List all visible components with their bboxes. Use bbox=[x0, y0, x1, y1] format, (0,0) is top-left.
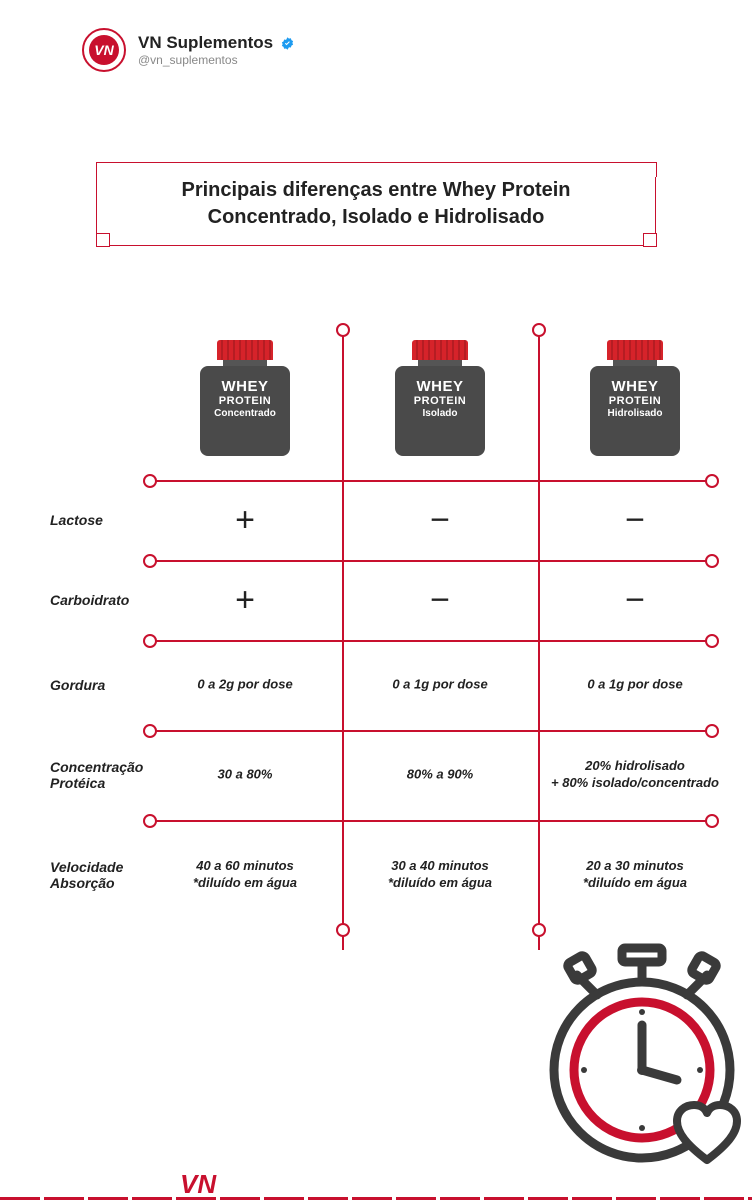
profile-handle[interactable]: @vn_suplementos bbox=[138, 53, 295, 67]
profile-name[interactable]: VN Suplementos bbox=[138, 33, 295, 53]
grid-dot bbox=[705, 724, 719, 738]
grid-hline bbox=[150, 730, 712, 732]
cell: 0 a 1g por dose bbox=[350, 677, 530, 694]
row-label: VelocidadeAbsorção bbox=[50, 859, 170, 891]
cell: 80% a 90% bbox=[350, 767, 530, 784]
bottle-line2: PROTEIN bbox=[200, 395, 290, 407]
profile-name-text: VN Suplementos bbox=[138, 33, 273, 52]
footer-logo: VN bbox=[180, 1169, 216, 1200]
cell: 40 a 60 minutos*diluído em água bbox=[155, 858, 335, 892]
grid-dot bbox=[705, 554, 719, 568]
cell: 30 a 40 minutos*diluído em água bbox=[350, 858, 530, 892]
grid-dot bbox=[705, 634, 719, 648]
title-box: Principais diferenças entre Whey Protein… bbox=[96, 162, 656, 246]
row-label: Lactose bbox=[50, 512, 170, 528]
stopwatch-heart-icon bbox=[522, 940, 752, 1175]
row-label: Carboidrato bbox=[50, 592, 170, 608]
grid-hline bbox=[150, 560, 712, 562]
row-label: ConcentraçãoProtéica bbox=[50, 759, 170, 791]
profile-text: VN Suplementos @vn_suplementos bbox=[138, 33, 295, 67]
grid-dot bbox=[705, 474, 719, 488]
grid-dot bbox=[143, 554, 157, 568]
bottle-concentrado: WHEY PROTEIN Concentrado bbox=[197, 340, 293, 456]
grid-dot bbox=[143, 474, 157, 488]
cell: − bbox=[545, 583, 725, 617]
row-label: Gordura bbox=[50, 677, 170, 693]
bottle-line1: WHEY bbox=[200, 378, 290, 395]
cell: 20% hidrolisado+ 80% isolado/concentrado bbox=[545, 758, 725, 792]
cell: − bbox=[545, 503, 725, 537]
cell: − bbox=[350, 583, 530, 617]
bottle-isolado: WHEY PROTEIN Isolado bbox=[392, 340, 488, 456]
avatar-text: VN bbox=[89, 35, 119, 65]
cell: 30 a 80% bbox=[155, 767, 335, 784]
bottle-line3: Concentrado bbox=[200, 408, 290, 419]
bottle-line3: Hidrolisado bbox=[590, 408, 680, 419]
cell: + bbox=[155, 503, 335, 537]
profile-header: VN VN Suplementos @vn_suplementos bbox=[0, 0, 752, 72]
grid-dot bbox=[143, 814, 157, 828]
grid-dot bbox=[532, 323, 546, 337]
grid-dot bbox=[532, 923, 546, 937]
page-title: Principais diferenças entre Whey Protein… bbox=[117, 177, 635, 231]
bottle-line1: WHEY bbox=[395, 378, 485, 395]
bottle-line2: PROTEIN bbox=[395, 395, 485, 407]
cell: 0 a 1g por dose bbox=[545, 677, 725, 694]
grid-dot bbox=[336, 323, 350, 337]
grid-dot bbox=[336, 923, 350, 937]
grid-dot bbox=[705, 814, 719, 828]
cell: 0 a 2g por dose bbox=[155, 677, 335, 694]
grid-dot bbox=[143, 724, 157, 738]
comparison-grid: WHEY PROTEIN Concentrado WHEY PROTEIN Is… bbox=[50, 330, 712, 950]
cell: − bbox=[350, 503, 530, 537]
verified-badge-icon bbox=[280, 36, 295, 51]
grid-hline bbox=[150, 480, 712, 482]
bottle-hidrolisado: WHEY PROTEIN Hidrolisado bbox=[587, 340, 683, 456]
avatar[interactable]: VN bbox=[82, 28, 126, 72]
bottle-line2: PROTEIN bbox=[590, 395, 680, 407]
grid-hline bbox=[150, 820, 712, 822]
bottle-line1: WHEY bbox=[590, 378, 680, 395]
cell: 20 a 30 minutos*diluído em água bbox=[545, 858, 725, 892]
grid-hline bbox=[150, 640, 712, 642]
cell: + bbox=[155, 583, 335, 617]
grid-dot bbox=[143, 634, 157, 648]
bottle-line3: Isolado bbox=[395, 408, 485, 419]
